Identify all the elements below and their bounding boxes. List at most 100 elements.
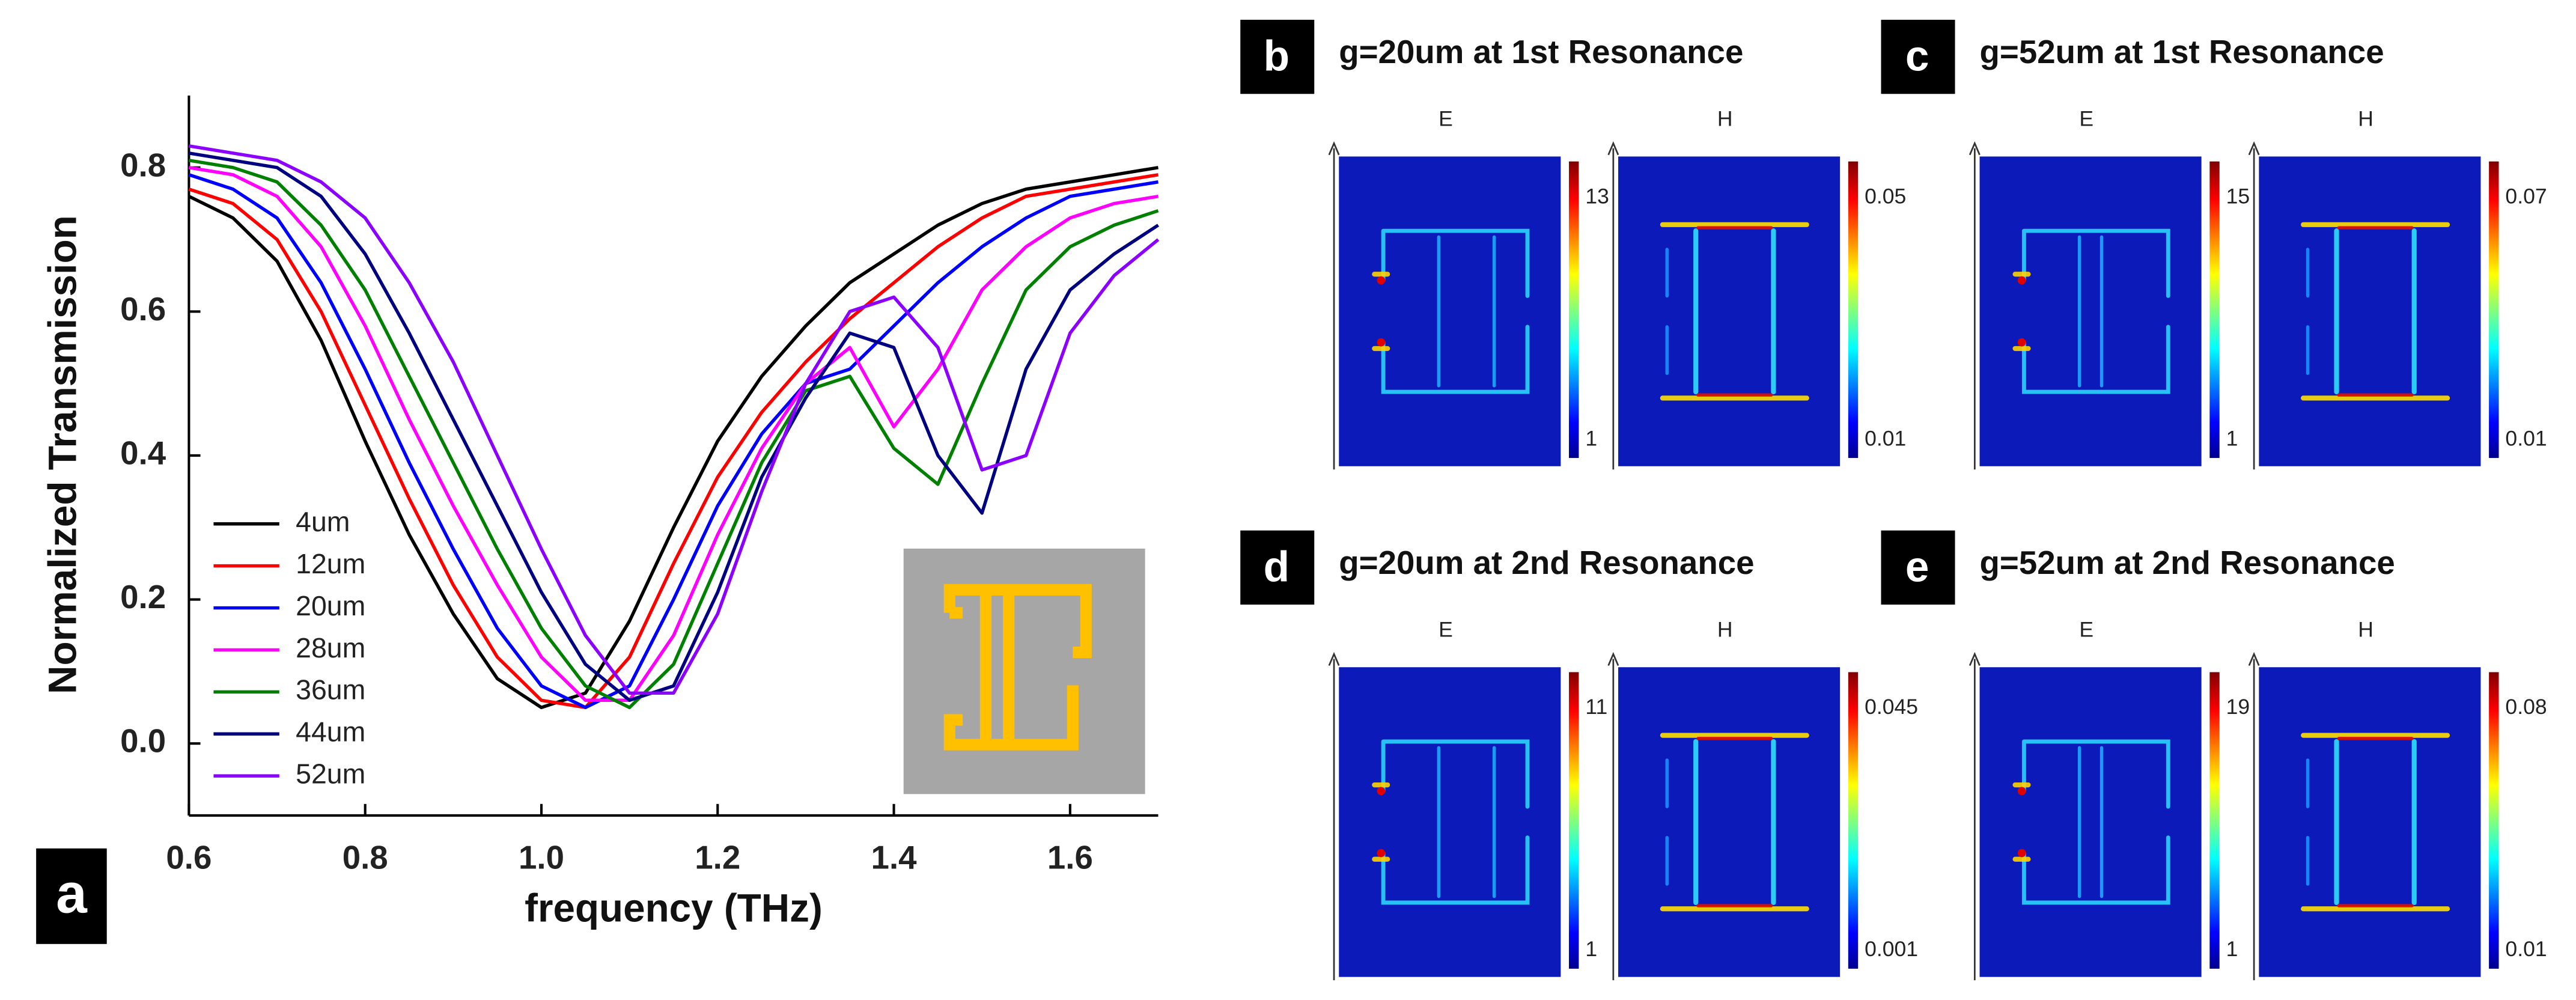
y-tick-label: 0.8	[120, 146, 166, 183]
field-pattern	[2077, 235, 2104, 388]
panel-letter-box	[1881, 19, 1955, 94]
colorbar-min: 0.01	[1865, 426, 1906, 450]
colorbar	[1569, 672, 1579, 969]
colorbar	[1848, 161, 1859, 459]
series-line	[188, 159, 1159, 710]
legend-label: 44um	[296, 716, 365, 748]
y-tick-label: 0.6	[120, 290, 166, 328]
legend-label: 52um	[296, 758, 365, 789]
field-pattern	[1696, 226, 1773, 397]
panel-title: g=52um at 2nd Resonance	[1980, 544, 2395, 581]
legend-label: 12um	[296, 548, 365, 579]
map-background	[1618, 156, 1841, 466]
map-background	[1979, 667, 2202, 977]
colorbar-min: 0.001	[1865, 937, 1918, 961]
colorbar-max: 0.08	[2505, 695, 2547, 719]
field-pattern	[2301, 733, 2450, 912]
hot-spot	[2017, 787, 2026, 796]
y-axis-title: Normalized Transmission	[41, 215, 85, 694]
field-pattern	[1696, 737, 1773, 907]
map-background	[2259, 667, 2481, 977]
axis-arrow	[1328, 141, 1340, 470]
panel-letter: e	[1905, 543, 1929, 591]
map-background	[1339, 156, 1561, 466]
panel-label: a	[56, 862, 88, 925]
colorbar-max: 13	[1585, 184, 1609, 208]
colorbar-min: 1	[2226, 937, 2238, 961]
colorbar	[2489, 672, 2499, 969]
colorbar	[1569, 161, 1579, 459]
hot-spot	[2017, 276, 2026, 285]
field-pattern	[2337, 226, 2414, 397]
hot-spot	[2017, 849, 2026, 858]
series-line	[188, 173, 1159, 710]
field-label: H	[1717, 106, 1733, 130]
field-label: E	[2079, 617, 2093, 641]
axis-arrow	[1607, 141, 1619, 470]
panel-letter-box	[1240, 530, 1315, 605]
field-pattern	[1660, 733, 1809, 912]
axis-arrow	[1969, 141, 1981, 470]
field-pattern	[1660, 222, 1809, 401]
series-line	[188, 173, 1159, 710]
inset-structure	[903, 548, 1145, 794]
colorbar	[2209, 161, 2220, 459]
x-axis-title: frequency (THz)	[525, 886, 823, 930]
x-tick-label: 1.0	[519, 838, 564, 876]
x-tick-label: 1.2	[695, 838, 740, 876]
panel-title: g=20um at 1st Resonance	[1339, 33, 1743, 70]
panel-title: g=52um at 1st Resonance	[1980, 33, 2384, 70]
series-line	[188, 166, 1159, 710]
axis-arrow	[1607, 651, 1619, 981]
legend-label: 28um	[296, 632, 365, 663]
field-label: H	[2358, 617, 2374, 641]
colorbar-max: 0.045	[1865, 695, 1918, 719]
axis-arrow	[2248, 651, 2260, 981]
panel: e g=52um at 2nd Resonance E 19 1 H 0.08 0.01	[1881, 530, 2547, 981]
field-pattern	[2012, 782, 2031, 862]
field-label: E	[1439, 106, 1453, 130]
legend-label: 20um	[296, 590, 365, 621]
colorbar	[2209, 672, 2220, 969]
field-pattern	[2012, 272, 2031, 352]
colorbar-max: 0.05	[1865, 184, 1906, 208]
axis-arrow	[2248, 141, 2260, 470]
panel-letter-box	[1881, 530, 1955, 605]
colorbar-min: 1	[2226, 426, 2238, 450]
panel-letter: b	[1264, 32, 1290, 80]
field-pattern	[1437, 235, 1496, 388]
hot-spot	[1377, 338, 1386, 347]
series-line	[188, 144, 1160, 695]
field-pattern	[1372, 272, 1390, 352]
hot-spot	[2017, 338, 2026, 347]
field-pattern	[1437, 746, 1496, 898]
field-label: H	[2358, 106, 2374, 130]
field-pattern	[2077, 746, 2104, 898]
field-pattern	[1693, 739, 1776, 906]
field-pattern	[1372, 782, 1390, 862]
x-tick-label: 1.4	[871, 838, 918, 876]
colorbar-max: 19	[2226, 695, 2250, 719]
colorbar-min: 0.01	[2505, 426, 2547, 450]
map-background	[1618, 667, 1841, 977]
legend-label: 36um	[296, 674, 365, 706]
field-pattern	[2337, 737, 2414, 907]
colorbar-min: 0.01	[2505, 937, 2547, 961]
panel: c g=52um at 1st Resonance E 15 1 H 0.07 0.01	[1881, 19, 2547, 470]
field-label: E	[2079, 106, 2093, 130]
line-chart: frequency (THz) Normalized Transmission …	[36, 95, 1160, 944]
panel-letter-box	[1240, 19, 1315, 94]
field-label: H	[1717, 617, 1733, 641]
field-label: E	[1439, 617, 1453, 641]
axis-arrow	[1328, 651, 1340, 981]
legend-label: 4um	[296, 506, 350, 537]
panel-label-box	[36, 848, 107, 944]
colorbar-max: 0.07	[2505, 184, 2547, 208]
colorbar	[1848, 672, 1859, 969]
hot-spot	[1377, 276, 1386, 285]
colorbar-max: 11	[1585, 695, 1607, 719]
panel-title: g=20um at 2nd Resonance	[1339, 544, 1754, 581]
field-pattern	[2334, 739, 2417, 906]
